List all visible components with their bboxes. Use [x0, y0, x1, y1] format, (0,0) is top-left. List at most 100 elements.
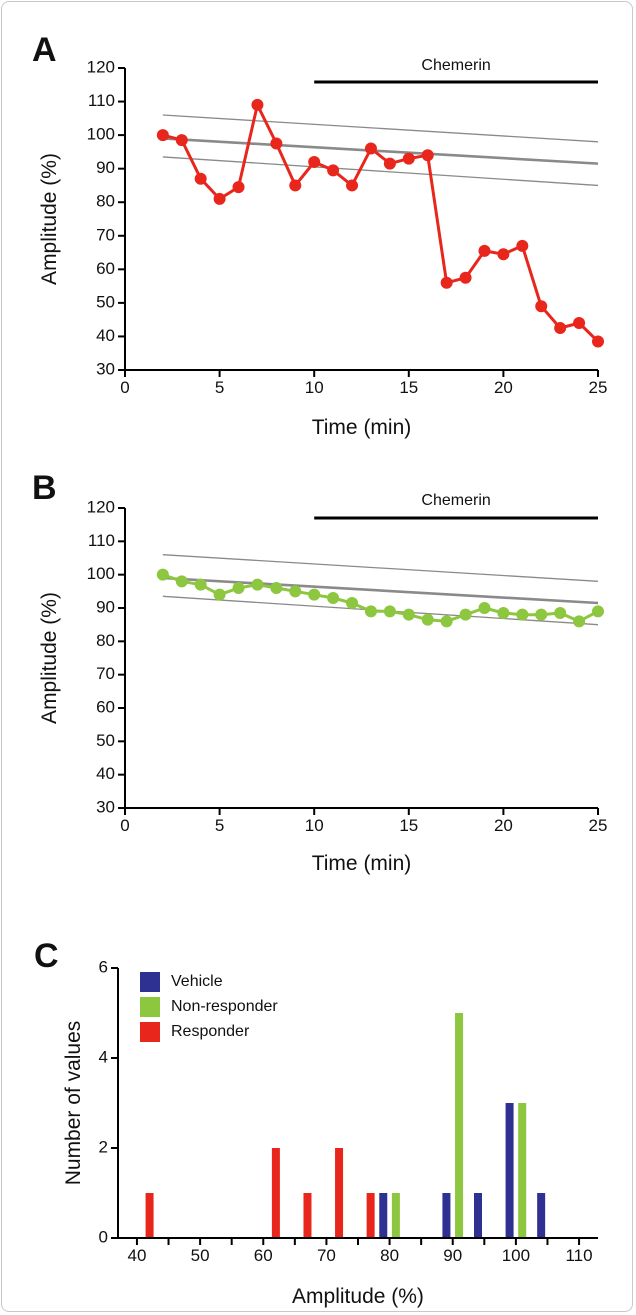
legend-swatch [140, 1022, 160, 1042]
reference-line-lower [162, 156, 599, 187]
series-line [162, 103, 600, 343]
x-tick-label: 110 [565, 1246, 592, 1265]
y-tick-label: 60 [96, 697, 115, 716]
x-tick-label: 0 [120, 816, 129, 835]
data-point [592, 335, 604, 348]
data-point [251, 98, 264, 111]
data-point [232, 582, 245, 594]
x-tick-label: 20 [494, 378, 513, 397]
legend-swatch [140, 997, 160, 1017]
y-tick-label: 70 [96, 225, 115, 244]
x-tick-label: 10 [305, 378, 324, 397]
y-tick-label: 30 [96, 359, 115, 378]
y-tick-label: 6 [99, 957, 108, 976]
data-point [175, 134, 188, 147]
bar [505, 1103, 514, 1237]
data-point [289, 585, 302, 598]
x-tick-label: 40 [127, 1246, 146, 1265]
data-point [308, 588, 321, 601]
x-axis-label: Time (min) [312, 852, 412, 875]
x-tick-label: 25 [589, 816, 608, 835]
data-point [213, 588, 226, 601]
x-tick-label: 90 [443, 1246, 462, 1265]
x-tick-label: 60 [254, 1246, 273, 1265]
y-tick-label: 90 [96, 158, 115, 177]
x-tick-label: 0 [120, 378, 129, 397]
y-axis-label: Amplitude (%) [38, 592, 61, 724]
y-tick-label: 30 [96, 797, 115, 816]
data-point [364, 605, 377, 618]
panel-a: A 30 40 50 60 70 80 90 100 110 120 0 5 10 15 20 25 Time (… [32, 31, 607, 439]
y-tick-label: 60 [96, 259, 115, 278]
x-tick-label: 20 [494, 816, 513, 835]
bar [455, 1013, 464, 1237]
data-point [421, 149, 434, 162]
bar [145, 1193, 154, 1237]
legend-swatch [140, 972, 160, 992]
data-point [175, 575, 188, 588]
data-point [554, 607, 567, 619]
legend-label: Vehicle [171, 973, 223, 990]
x-tick-label: 5 [215, 378, 224, 397]
x-tick-label: 100 [502, 1246, 530, 1265]
reference-line-center [162, 576, 599, 605]
data-point [440, 276, 453, 289]
data-point [251, 578, 264, 591]
y-tick-label: 40 [96, 764, 115, 783]
bar [366, 1193, 375, 1237]
x-axis-label: Amplitude (%) [292, 1285, 424, 1308]
legend-label: Responder [171, 1023, 250, 1040]
chemerin-label: Chemerin [421, 492, 490, 509]
y-tick-label: 120 [87, 497, 115, 516]
data-point [194, 172, 207, 185]
data-point [497, 248, 510, 261]
panel-letter: B [32, 469, 57, 507]
y-tick-label: 110 [88, 531, 115, 550]
x-axis-label: Time (min) [312, 416, 412, 439]
bar [474, 1193, 482, 1237]
y-tick-label: 4 [99, 1047, 108, 1066]
x-tick-label: 10 [305, 816, 324, 835]
data-point [232, 181, 245, 194]
data-point [289, 179, 302, 192]
bar [379, 1193, 388, 1237]
data-point [402, 152, 415, 165]
data-point [364, 142, 377, 155]
reference-line-center [162, 137, 599, 165]
y-tick-label: 90 [96, 597, 115, 616]
bar [518, 1103, 527, 1237]
data-point [497, 607, 510, 619]
y-tick-label: 50 [96, 731, 115, 750]
y-tick-label: 110 [88, 91, 115, 110]
data-point [592, 605, 604, 618]
data-point [440, 615, 453, 628]
data-point [478, 244, 491, 257]
data-point [327, 592, 340, 604]
data-point [421, 613, 434, 626]
data-point [156, 129, 169, 142]
data-point [573, 615, 586, 628]
panel-b: B 30 40 50 60 70 80 90 100 110 120 0 5 10 15 20 25 Time (… [32, 469, 607, 875]
x-tick-label: 70 [317, 1246, 336, 1265]
y-tick-label: 120 [87, 57, 115, 76]
y-axis-label: Number of values [62, 1021, 85, 1186]
panel-letter: C [34, 937, 59, 975]
data-point [535, 608, 548, 621]
bar [537, 1193, 546, 1237]
data-point [573, 317, 586, 330]
y-tick-label: 40 [96, 326, 115, 345]
y-tick-label: 2 [99, 1137, 108, 1156]
data-point [554, 322, 567, 335]
bar [335, 1148, 344, 1237]
data-point [516, 608, 529, 621]
bar [303, 1193, 312, 1237]
data-point [270, 582, 283, 594]
panel-letter: A [32, 31, 57, 69]
bar [442, 1193, 451, 1237]
y-tick-label: 100 [87, 564, 115, 583]
x-tick-label: 15 [399, 378, 418, 397]
data-point [535, 300, 548, 313]
data-point [383, 605, 396, 618]
